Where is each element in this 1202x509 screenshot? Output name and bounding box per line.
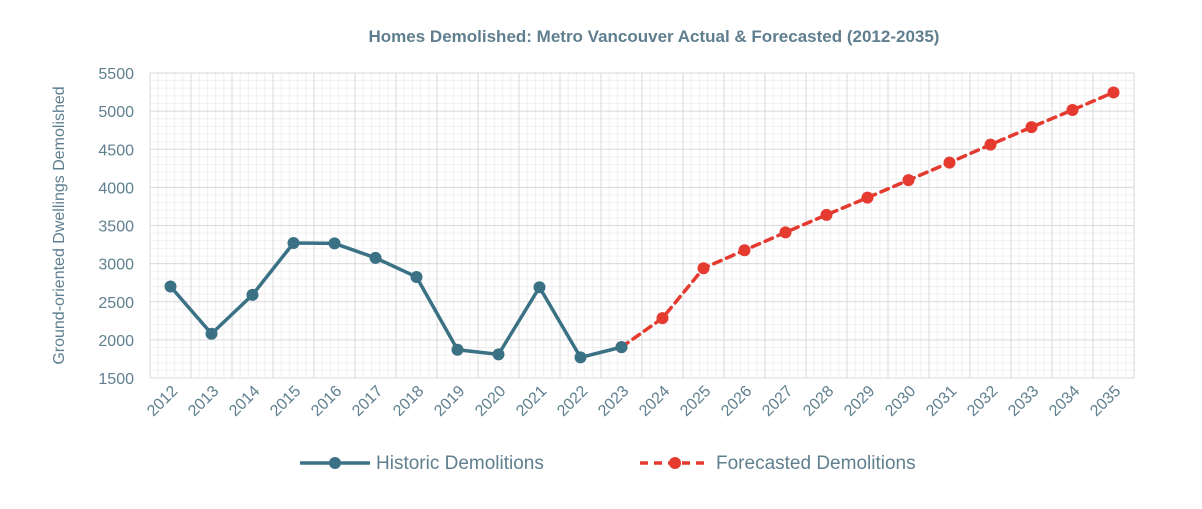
x-tick-label: 2028 (800, 383, 837, 420)
data-point (902, 174, 915, 187)
x-tick-label: 2033 (1005, 383, 1042, 420)
x-tick-label: 2026 (718, 383, 755, 420)
x-tick-label: 2032 (964, 383, 1001, 420)
x-tick-label: 2027 (759, 383, 796, 420)
x-tick-label: 2014 (226, 383, 263, 420)
legend-marker (669, 457, 681, 469)
y-tick-label: 5000 (98, 104, 134, 121)
data-point (533, 281, 546, 294)
series-line (168, 241, 624, 360)
x-tick-label: 2025 (677, 383, 714, 420)
x-tick-label: 2024 (636, 383, 673, 420)
data-point (1025, 121, 1038, 134)
data-point (1066, 103, 1079, 116)
x-tick-label: 2022 (554, 383, 591, 420)
data-point (492, 348, 505, 361)
data-point (287, 237, 300, 250)
major-gridlines: 1500 2000 2500 3000 3500 4000 4500 5000 5500 (98, 66, 1135, 388)
data-point (697, 262, 710, 275)
data-point (943, 156, 956, 169)
data-point (451, 343, 464, 356)
x-tick-label: 2029 (841, 383, 878, 420)
x-tick-label: 2017 (349, 383, 386, 420)
y-tick-label: 2500 (98, 295, 134, 312)
data-point (574, 351, 587, 364)
x-tick-label: 2019 (431, 383, 468, 420)
data-point (738, 244, 751, 257)
data-point (1107, 86, 1120, 99)
x-tick-label: 2023 (595, 383, 632, 420)
series-historic (164, 237, 628, 364)
y-tick-label: 5500 (98, 66, 134, 83)
y-tick-label: 4000 (98, 180, 134, 197)
x-tick-label: 2030 (882, 383, 919, 420)
x-tick-label: 2031 (923, 383, 960, 420)
y-axis-label: Ground-oriented Dwellings Demolished (51, 86, 68, 364)
y-tick-label: 3500 (98, 219, 134, 236)
x-axis-labels: 2012 2013 2014 2015 2016 2017 2018 2019 2020 2021… (144, 383, 1124, 420)
x-tick-label: 2018 (390, 383, 427, 420)
data-point (861, 191, 874, 204)
x-tick-label: 2016 (308, 383, 345, 420)
x-tick-label: 2015 (267, 383, 304, 420)
data-point (656, 312, 669, 325)
data-point (205, 327, 218, 340)
legend-label: Historic Demolitions (376, 453, 544, 474)
data-point (369, 251, 382, 264)
y-tick-label: 2000 (98, 333, 134, 350)
y-tick-label: 4500 (98, 142, 134, 159)
legend-label: Forecasted Demolitions (716, 453, 916, 474)
legend-marker (329, 457, 341, 469)
chart-title: Homes Demolished: Metro Vancouver Actual… (369, 27, 940, 46)
data-point (615, 341, 628, 354)
x-tick-label: 2012 (144, 383, 181, 420)
x-tick-label: 2021 (513, 383, 550, 420)
legend: Historic Demolitions Forecasted Demolitio… (300, 453, 916, 474)
data-point (328, 237, 341, 250)
y-tick-label: 3000 (98, 257, 134, 274)
data-point (984, 138, 997, 151)
data-point (164, 280, 177, 293)
data-point (779, 226, 792, 239)
data-point (820, 208, 833, 221)
x-tick-label: 2034 (1046, 383, 1083, 420)
data-point (410, 270, 423, 283)
x-tick-label: 2013 (185, 383, 222, 420)
y-tick-label: 1500 (98, 371, 134, 388)
data-point (246, 288, 259, 301)
x-tick-label: 2035 (1087, 383, 1124, 420)
x-tick-label: 2020 (472, 383, 509, 420)
